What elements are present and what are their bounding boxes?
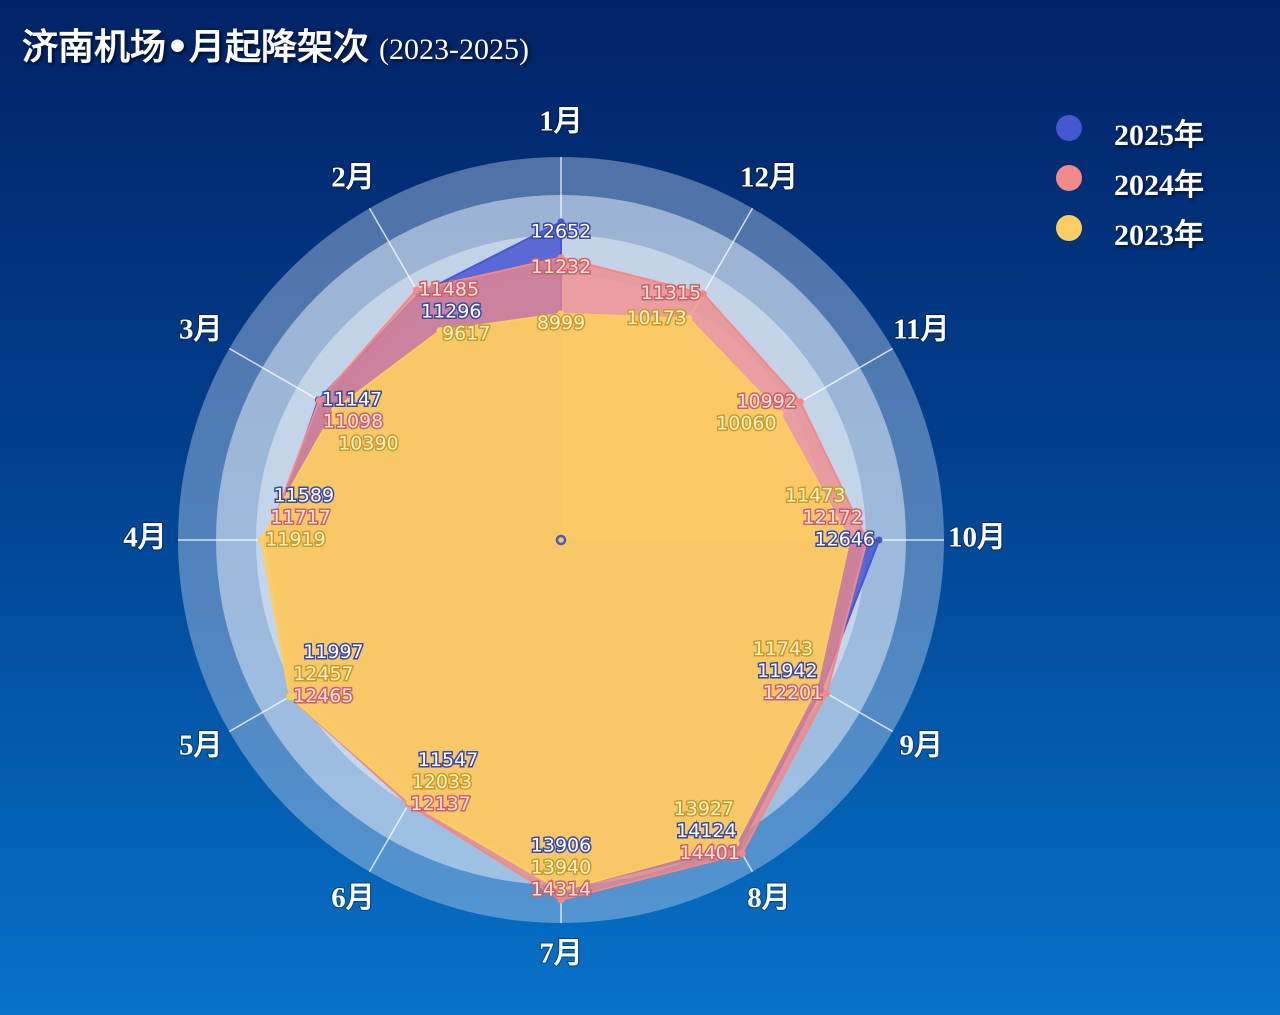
radar-point	[557, 310, 565, 318]
value-label-series-2: 8999	[537, 312, 585, 334]
value-label-series-1: 11485	[419, 278, 479, 300]
value-label-series-1: 14401	[680, 842, 740, 864]
legend-label-2023: 2023年	[1114, 219, 1204, 252]
radar-point	[286, 693, 294, 701]
value-label-series-1: 12201	[763, 682, 823, 704]
value-label-series-2: 12457	[293, 663, 353, 685]
value-labels: 1265211232899911315101731099210060126461…	[264, 219, 877, 902]
value-label-series-1: 12137	[410, 793, 470, 815]
chart-title: 济南机场•月起降架次 (2023-2025)	[22, 18, 529, 70]
month-label: 1月	[539, 106, 583, 138]
radar-point	[823, 689, 831, 697]
value-label-series-0: 13906	[531, 834, 591, 856]
value-label-series-2: 11743	[753, 638, 813, 660]
month-labels: 1月 12月 11月 10月 9月 8月 7月 6月 5月 4月 3月 2月	[122, 105, 1007, 971]
radar-point	[776, 410, 784, 418]
month-label: 12月	[740, 161, 798, 193]
radar-center-marker	[555, 534, 567, 546]
radar-point	[436, 327, 444, 335]
month-label: 4月	[123, 522, 167, 554]
radar-point	[257, 536, 265, 544]
value-label-series-2: 13927	[674, 798, 734, 820]
value-label-series-1: 12465	[293, 685, 353, 707]
legend-dot-icon-2024	[1056, 165, 1082, 191]
radar-point	[557, 254, 565, 262]
chart-title-text: 济南机场•月起降架次	[22, 27, 370, 68]
radar-point	[557, 896, 565, 904]
value-label-series-1: 12172	[803, 507, 863, 529]
month-label: 6月	[331, 882, 375, 914]
value-label-series-2: 10060	[716, 412, 776, 434]
month-label: 5月	[179, 730, 223, 762]
radar-series-areas	[257, 218, 883, 904]
legend-dot-icon-2025	[1056, 115, 1082, 141]
radar-point	[738, 850, 746, 858]
radar-point	[699, 290, 707, 298]
radar-point	[315, 396, 323, 404]
radar-point	[875, 536, 883, 544]
value-label-series-1: 11717	[270, 507, 330, 529]
radar-point	[557, 218, 565, 226]
radar-point	[557, 886, 565, 894]
value-label-series-0: 12652	[531, 220, 591, 242]
month-label: 11月	[893, 314, 949, 346]
value-label-series-2: 11919	[265, 529, 325, 551]
radar-point	[685, 314, 693, 322]
radar-point	[845, 536, 853, 544]
month-label: 2月	[331, 161, 375, 193]
month-label: 3月	[179, 314, 223, 346]
radar-point	[331, 405, 339, 413]
radar-point	[813, 684, 821, 692]
legend: 2025年 2024年 2023年	[1052, 110, 1252, 260]
value-label-series-1: 10992	[736, 390, 796, 412]
month-label: 8月	[747, 882, 791, 914]
radar-point	[863, 536, 871, 544]
radar-center	[555, 534, 567, 546]
legend-item-2025[interactable]: 2025年	[1052, 110, 1252, 160]
value-label-series-1: 11098	[323, 410, 383, 432]
value-label-series-0: 11589	[274, 485, 334, 507]
value-label-series-0: 12646	[815, 529, 875, 551]
legend-dot-icon-2023	[1056, 215, 1082, 241]
legend-label-2024: 2024年	[1114, 169, 1204, 202]
radar-point	[732, 839, 740, 847]
value-label-series-0: 11942	[757, 660, 817, 682]
value-label-series-1: 14314	[531, 878, 591, 900]
value-label-series-0: 11997	[303, 641, 363, 663]
value-label-series-2: 11473	[785, 485, 845, 507]
radar-point	[413, 286, 421, 294]
chart-subtitle: (2023-2025)	[379, 33, 529, 66]
value-label-series-2: 9617	[442, 322, 490, 344]
value-label-series-0: 11547	[418, 749, 478, 771]
legend-label-2025: 2025年	[1114, 119, 1204, 152]
value-label-series-0: 11296	[421, 300, 481, 322]
legend-item-2024[interactable]: 2024年	[1052, 160, 1252, 210]
legend-item-2023[interactable]: 2023年	[1052, 210, 1252, 260]
value-label-series-2: 10390	[338, 432, 398, 454]
value-label-series-2: 13940	[531, 856, 591, 878]
value-label-series-0: 11147	[322, 388, 382, 410]
value-label-series-2: 12033	[412, 771, 472, 793]
radar-point	[406, 798, 414, 806]
month-label: 9月	[900, 730, 944, 762]
value-label-series-2: 10173	[626, 307, 686, 329]
value-label-series-0: 14124	[676, 820, 736, 842]
month-label: 7月	[539, 938, 583, 970]
value-label-series-1: 11315	[641, 282, 701, 304]
month-label: 10月	[948, 522, 1006, 554]
radar-point	[796, 398, 804, 406]
value-label-series-1: 11232	[531, 256, 591, 278]
